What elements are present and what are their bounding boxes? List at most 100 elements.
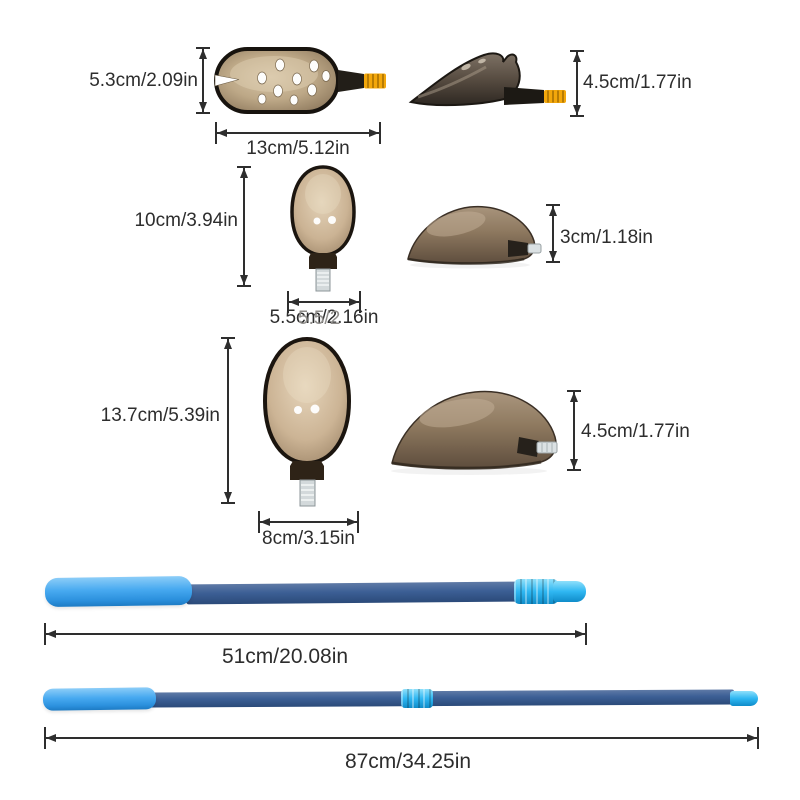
pole-connector [514,579,558,604]
dim-arrow [199,102,207,112]
medium-scoop-width-label: 5.5cm/2.16in 5.5/2 [262,306,386,330]
threaded-stem [315,268,331,292]
dim-arrow [570,392,578,402]
thread-connector [364,73,386,89]
dim-arrow [349,298,359,306]
xlarge-scoop-height-label: 13.7cm/5.39in [100,405,220,426]
collar [290,461,324,480]
dim-arrow [46,734,56,742]
egg-feeder-front-view-xlarge [262,336,352,507]
pole-connector [401,689,433,708]
highlight-dot [310,404,320,414]
dim-arrow [224,492,232,502]
dim-cap [359,291,361,313]
dim-arrow [747,734,757,742]
egg-feeder-side-view-xlarge [391,390,558,475]
xlarge-scoop-side-height-label: 4.5cm/1.77in [581,421,690,442]
dome-rim [407,257,525,265]
dim-cap [585,623,587,645]
dimension-line-vertical [570,50,584,117]
dim-cap [221,502,235,504]
dimension-line-vertical [237,166,251,287]
thread-connector [544,90,566,103]
threaded-stem [527,243,542,254]
dim-cap [196,47,210,49]
egg-feeder-side-view-medium [407,205,542,269]
dim-cap [44,727,46,749]
thread-ridges [367,74,384,88]
dim-cap [287,291,289,313]
thread-ridges [547,90,564,103]
dim-cap [237,285,251,287]
dimension-line-vertical [567,390,581,471]
medium-scoop-height-label: 10cm/3.94in [134,210,238,231]
dimension-line-horizontal [44,623,587,645]
bait-scoop-top-view [214,47,386,114]
drain-hole [461,63,471,71]
egg-sheen [305,174,341,214]
dim-cap [44,623,46,645]
collar [508,240,528,257]
dimension-line-vertical [196,47,210,114]
dimension-line-horizontal [258,511,359,533]
highlight-dot [294,406,302,414]
ground-shadow [391,467,547,475]
scoop-sheen [230,56,318,92]
dim-cap [570,50,584,52]
drain-hole [478,58,486,64]
xlarge-scoop-width-label: 8cm/3.15in [262,528,355,549]
dim-cap [215,122,217,144]
dim-arrow [240,275,248,285]
dim-arrow [240,168,248,178]
pole-shaft [185,581,521,605]
egg-sheen [283,347,331,403]
dim-arrow [347,518,357,526]
dimension-line-vertical [546,204,560,263]
dim-cap [357,511,359,533]
dim-arrow [575,630,585,638]
dim-arrow [217,129,227,137]
dim-arrow [549,206,557,216]
large-scoop-width-label: 13cm/5.12in [246,138,350,159]
scoop-joint [504,87,544,105]
stem-threads [317,272,329,286]
dim-cap [567,469,581,471]
pole-shaft [149,689,735,708]
dome-sheen [419,398,495,428]
scoop-notch [214,74,240,87]
stem-threads [301,484,314,501]
dim-cap [546,261,560,263]
dimension-line-vertical [221,337,235,504]
dim-arrow [549,251,557,261]
dim-arrow [46,630,56,638]
pole-grip [42,687,157,711]
dim-cap [757,727,759,749]
dim-arrow [570,459,578,469]
dim-arrow [369,129,379,137]
dim-arrow [573,105,581,115]
pole-tip [553,581,586,602]
dim-arrow [224,339,232,349]
dim-arrow [260,518,270,526]
highlight-dot [313,217,321,225]
dim-cap [221,337,235,339]
medium-scoop-width-text: 5.5cm/2.16in [269,307,379,328]
collar [309,253,337,269]
dome-sheen [426,211,486,237]
large-scoop-side-height-label: 4.5cm/1.77in [583,72,692,93]
bait-scoop-side-view [408,52,566,107]
dim-arrow [573,52,581,62]
short-pole-length-label: 51cm/20.08in [221,645,349,668]
scoop-side-highlight [417,65,487,99]
large-scoop-height-label: 5.3cm/2.09in [89,70,198,91]
dim-cap [237,166,251,168]
pole-grip [44,575,193,608]
dome-rim [391,460,542,470]
dim-cap [567,390,581,392]
dim-arrow [289,298,299,306]
egg-feeder-front-view-medium [290,165,356,292]
dimension-line-horizontal [287,291,361,313]
dim-arrow [199,49,207,59]
pole-tip [730,691,758,706]
